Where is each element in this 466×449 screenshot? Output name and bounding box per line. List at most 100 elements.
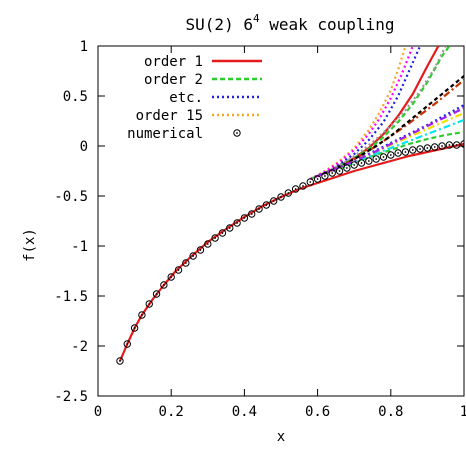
x-tick-label: 0.2 [159, 404, 184, 420]
numerical-point-center [404, 151, 407, 153]
numerical-point-center [331, 172, 334, 174]
numerical-point-center [338, 170, 341, 172]
numerical-point-center [367, 160, 370, 162]
y-tick-label: -0.5 [54, 189, 88, 205]
numerical-point [452, 141, 461, 149]
x-tick-label: 1 [460, 404, 466, 420]
y-tick-label: 1 [80, 39, 88, 55]
x-tick-label: 0.4 [232, 404, 257, 420]
numerical-point-center [302, 185, 304, 187]
legend-label: etc. [169, 90, 203, 106]
numerical-point [372, 155, 380, 163]
numerical-point [248, 210, 256, 218]
x-tick-label: 0.6 [305, 404, 330, 420]
series-line-0 [118, 142, 464, 362]
numerical-point-center [280, 196, 282, 198]
numerical-point-center [214, 237, 217, 239]
numerical-point-center [126, 343, 129, 345]
numerical-point [233, 219, 241, 227]
numerical-point [335, 167, 344, 175]
numerical-point [387, 151, 395, 159]
numerical-point-center [265, 204, 268, 206]
series-line-13 [317, 107, 464, 178]
numerical-point-center [382, 156, 385, 158]
x-axis-label: x [277, 429, 285, 445]
y-tick-label: 0 [80, 139, 88, 155]
numerical-point-center [411, 149, 414, 151]
numerical-point [174, 266, 183, 274]
numerical-point-center [192, 255, 195, 257]
x-tick-label: 0 [94, 404, 102, 420]
numerical-point [416, 145, 424, 153]
series-line-6 [309, 46, 407, 180]
numerical-point [262, 201, 271, 209]
plot-frame [97, 45, 465, 397]
numerical-point-center [448, 144, 451, 146]
numerical-point [284, 189, 293, 197]
numerical-point [357, 159, 366, 167]
numerical-point [123, 340, 131, 348]
numerical-point-center [206, 243, 209, 245]
numerical-point [211, 234, 219, 242]
y-tick-label: -2.5 [54, 389, 88, 405]
numerical-point [313, 175, 322, 183]
numerical-point-center [309, 181, 312, 183]
numerical-point-center [397, 152, 400, 154]
series-layer [118, 46, 464, 362]
axis-ticks: 0 0.2 0.4 0.6 0.8 1 1 0.5 0 -0.5 -1 -1.5 -2 -2.5 [54, 39, 466, 420]
numerical-point [401, 148, 410, 156]
chart-title: SU(2) 64 weak coupling [186, 12, 395, 34]
numerical-point-center [294, 188, 297, 190]
numerical-point [343, 164, 351, 172]
numerical-point-center [221, 232, 224, 234]
legend-label: numerical [127, 126, 203, 142]
numerical-point-center [426, 147, 429, 149]
numerical-point-center [375, 158, 378, 160]
numerical-point-center [199, 249, 202, 251]
numerical-point-center [433, 146, 436, 148]
legend-sample-circle [233, 129, 241, 137]
x-tick-label: 0.8 [378, 404, 403, 420]
numerical-point [291, 185, 300, 193]
numerical-point-center [389, 154, 392, 156]
numerical-point [160, 281, 168, 289]
numerical-point-center [228, 227, 231, 229]
legend-label: order 15 [136, 108, 203, 124]
numerical-point [167, 273, 175, 281]
numerical-point-center [287, 192, 290, 194]
numerical-point-center [360, 162, 363, 164]
numerical-point [431, 143, 439, 151]
numerical-point [182, 259, 190, 267]
numerical-point [226, 224, 234, 232]
numerical-point-center [419, 148, 421, 150]
numerical-point [269, 197, 278, 205]
y-axis-label: f(x) [22, 228, 38, 262]
numerical-point-center [155, 293, 158, 295]
legend-label: order 2 [144, 72, 203, 88]
y-tick-label: -1 [71, 239, 88, 255]
numerical-point [328, 169, 336, 177]
numerical-point [379, 153, 388, 161]
numerical-point-center [141, 314, 143, 316]
numerical-point [189, 252, 197, 260]
numerical-point [130, 324, 139, 332]
numerical-point-center [455, 144, 458, 146]
numerical-point [365, 157, 373, 165]
numerical-point [460, 140, 464, 148]
numerical-point-center [441, 145, 443, 147]
numerical-point [152, 290, 161, 298]
numerical-point [350, 161, 358, 169]
numerical-point [306, 178, 314, 186]
numerical-point [138, 311, 146, 319]
numerical-points [116, 140, 464, 365]
numerical-point-center [272, 200, 275, 202]
numerical-point [423, 144, 432, 152]
numerical-point-center [162, 284, 165, 286]
numerical-point-center [148, 303, 151, 305]
numerical-point-center [258, 208, 260, 210]
chart-title-superscript: 4 [253, 12, 260, 25]
numerical-point [394, 149, 402, 157]
numerical-point [204, 240, 212, 248]
numerical-point [277, 193, 285, 201]
